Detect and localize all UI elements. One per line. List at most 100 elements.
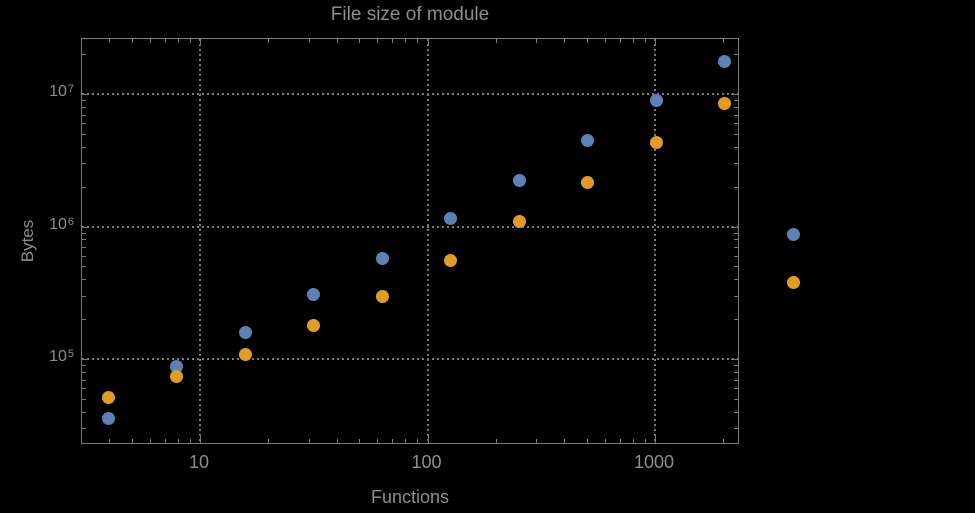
data-point-series-orange xyxy=(581,176,595,190)
x-tick xyxy=(619,439,621,443)
x-tick xyxy=(164,439,166,443)
x-tick xyxy=(495,439,497,443)
y-tick xyxy=(82,133,86,135)
y-tick-mirror xyxy=(734,114,738,116)
x-tick xyxy=(189,439,191,443)
x-tick-mirror xyxy=(655,39,656,46)
x-tick xyxy=(149,439,151,443)
y-tick xyxy=(82,319,86,321)
y-tick-mirror xyxy=(734,411,738,413)
y-tick xyxy=(82,365,86,367)
y-tick xyxy=(82,232,86,234)
chart-title: File size of module xyxy=(330,4,490,25)
data-point-series-orange xyxy=(238,347,252,361)
y-tick-mirror xyxy=(731,359,738,360)
x-tick xyxy=(268,439,270,443)
y-tick-label-1e6: 106 xyxy=(49,215,74,233)
x-tick-mirror xyxy=(377,39,379,43)
x-tick-mirror xyxy=(164,39,166,43)
x-tick xyxy=(564,439,566,443)
data-point-series-orange xyxy=(444,254,458,268)
y-tick xyxy=(82,100,86,102)
y-tick xyxy=(82,186,86,188)
data-point-series-blue xyxy=(649,93,663,107)
x-tick xyxy=(655,436,656,443)
data-point-series-blue xyxy=(307,288,321,302)
x-tick xyxy=(359,439,361,443)
x-tick-mirror xyxy=(604,39,606,43)
y-tick-mirror xyxy=(734,295,738,297)
data-point-series-blue xyxy=(512,173,526,187)
x-tick xyxy=(536,439,538,443)
data-point-series-blue xyxy=(238,326,252,340)
data-point-series-blue xyxy=(101,411,115,425)
x-tick xyxy=(632,439,634,443)
data-point-series-orange xyxy=(649,136,663,150)
x-tick-label-1000: 1000 xyxy=(633,452,675,472)
x-tick xyxy=(604,439,606,443)
x-tick-label-100: 100 xyxy=(411,452,442,472)
x-tick xyxy=(586,439,588,443)
y-tick-mirror xyxy=(731,226,738,228)
y-tick xyxy=(82,266,86,268)
y-tick-mirror xyxy=(734,379,738,381)
y-tick xyxy=(82,94,89,95)
gridline-x-1000 xyxy=(654,39,656,443)
y-tick xyxy=(82,371,86,373)
y-tick-mirror xyxy=(734,266,738,268)
y-tick xyxy=(82,359,89,360)
data-point-series-orange xyxy=(375,290,389,304)
data-point-series-orange xyxy=(307,319,321,333)
x-tick-mirror xyxy=(131,39,133,43)
y-tick xyxy=(82,411,86,413)
x-tick-mirror xyxy=(427,39,429,46)
x-tick xyxy=(377,439,379,443)
y-tick-mirror xyxy=(731,94,738,95)
data-point-series-blue xyxy=(170,359,184,373)
y-tick-mirror xyxy=(734,186,738,188)
x-tick-mirror xyxy=(149,39,151,43)
y-tick xyxy=(82,279,86,281)
y-tick xyxy=(82,123,86,125)
y-tick xyxy=(82,255,86,257)
y-tick-mirror xyxy=(734,255,738,257)
x-tick-mirror xyxy=(308,39,310,43)
y-tick-mirror xyxy=(734,106,738,108)
x-tick xyxy=(405,439,407,443)
y-tick-mirror xyxy=(734,163,738,165)
x-tick-mirror xyxy=(644,39,646,43)
x-tick-mirror xyxy=(177,39,179,43)
y-tick-mirror xyxy=(734,232,738,234)
y-tick-mirror xyxy=(734,371,738,373)
y-tick-label-1e7: 107 xyxy=(49,83,74,100)
x-tick xyxy=(336,439,338,443)
x-tick xyxy=(177,439,179,443)
y-tick xyxy=(82,163,86,165)
x-tick xyxy=(109,439,111,443)
x-tick-mirror xyxy=(405,39,407,43)
data-point-series-orange xyxy=(170,370,184,384)
data-point-series-orange xyxy=(512,215,526,229)
gridline-x-10 xyxy=(199,39,201,443)
x-tick-mirror xyxy=(189,39,191,43)
y-tick-mirror xyxy=(734,123,738,125)
x-tick-mirror xyxy=(392,39,394,43)
data-point-series-blue xyxy=(786,227,800,241)
x-tick xyxy=(200,436,201,443)
data-point-series-blue xyxy=(444,212,458,226)
x-tick xyxy=(723,439,725,443)
y-tick-mirror xyxy=(734,279,738,281)
x-tick-mirror xyxy=(200,39,201,46)
x-tick-mirror xyxy=(417,39,419,43)
y-tick xyxy=(82,295,86,297)
gridline-y-1e7 xyxy=(82,93,738,95)
x-tick-mirror xyxy=(632,39,634,43)
y-tick xyxy=(82,114,86,116)
x-tick xyxy=(644,439,646,443)
y-tick-mirror xyxy=(734,100,738,102)
y-tick-label-1e5: 105 xyxy=(49,348,74,365)
x-tick-mirror xyxy=(109,39,111,43)
y-tick xyxy=(82,428,86,430)
x-tick-mirror xyxy=(268,39,270,43)
y-tick-mirror xyxy=(734,319,738,321)
